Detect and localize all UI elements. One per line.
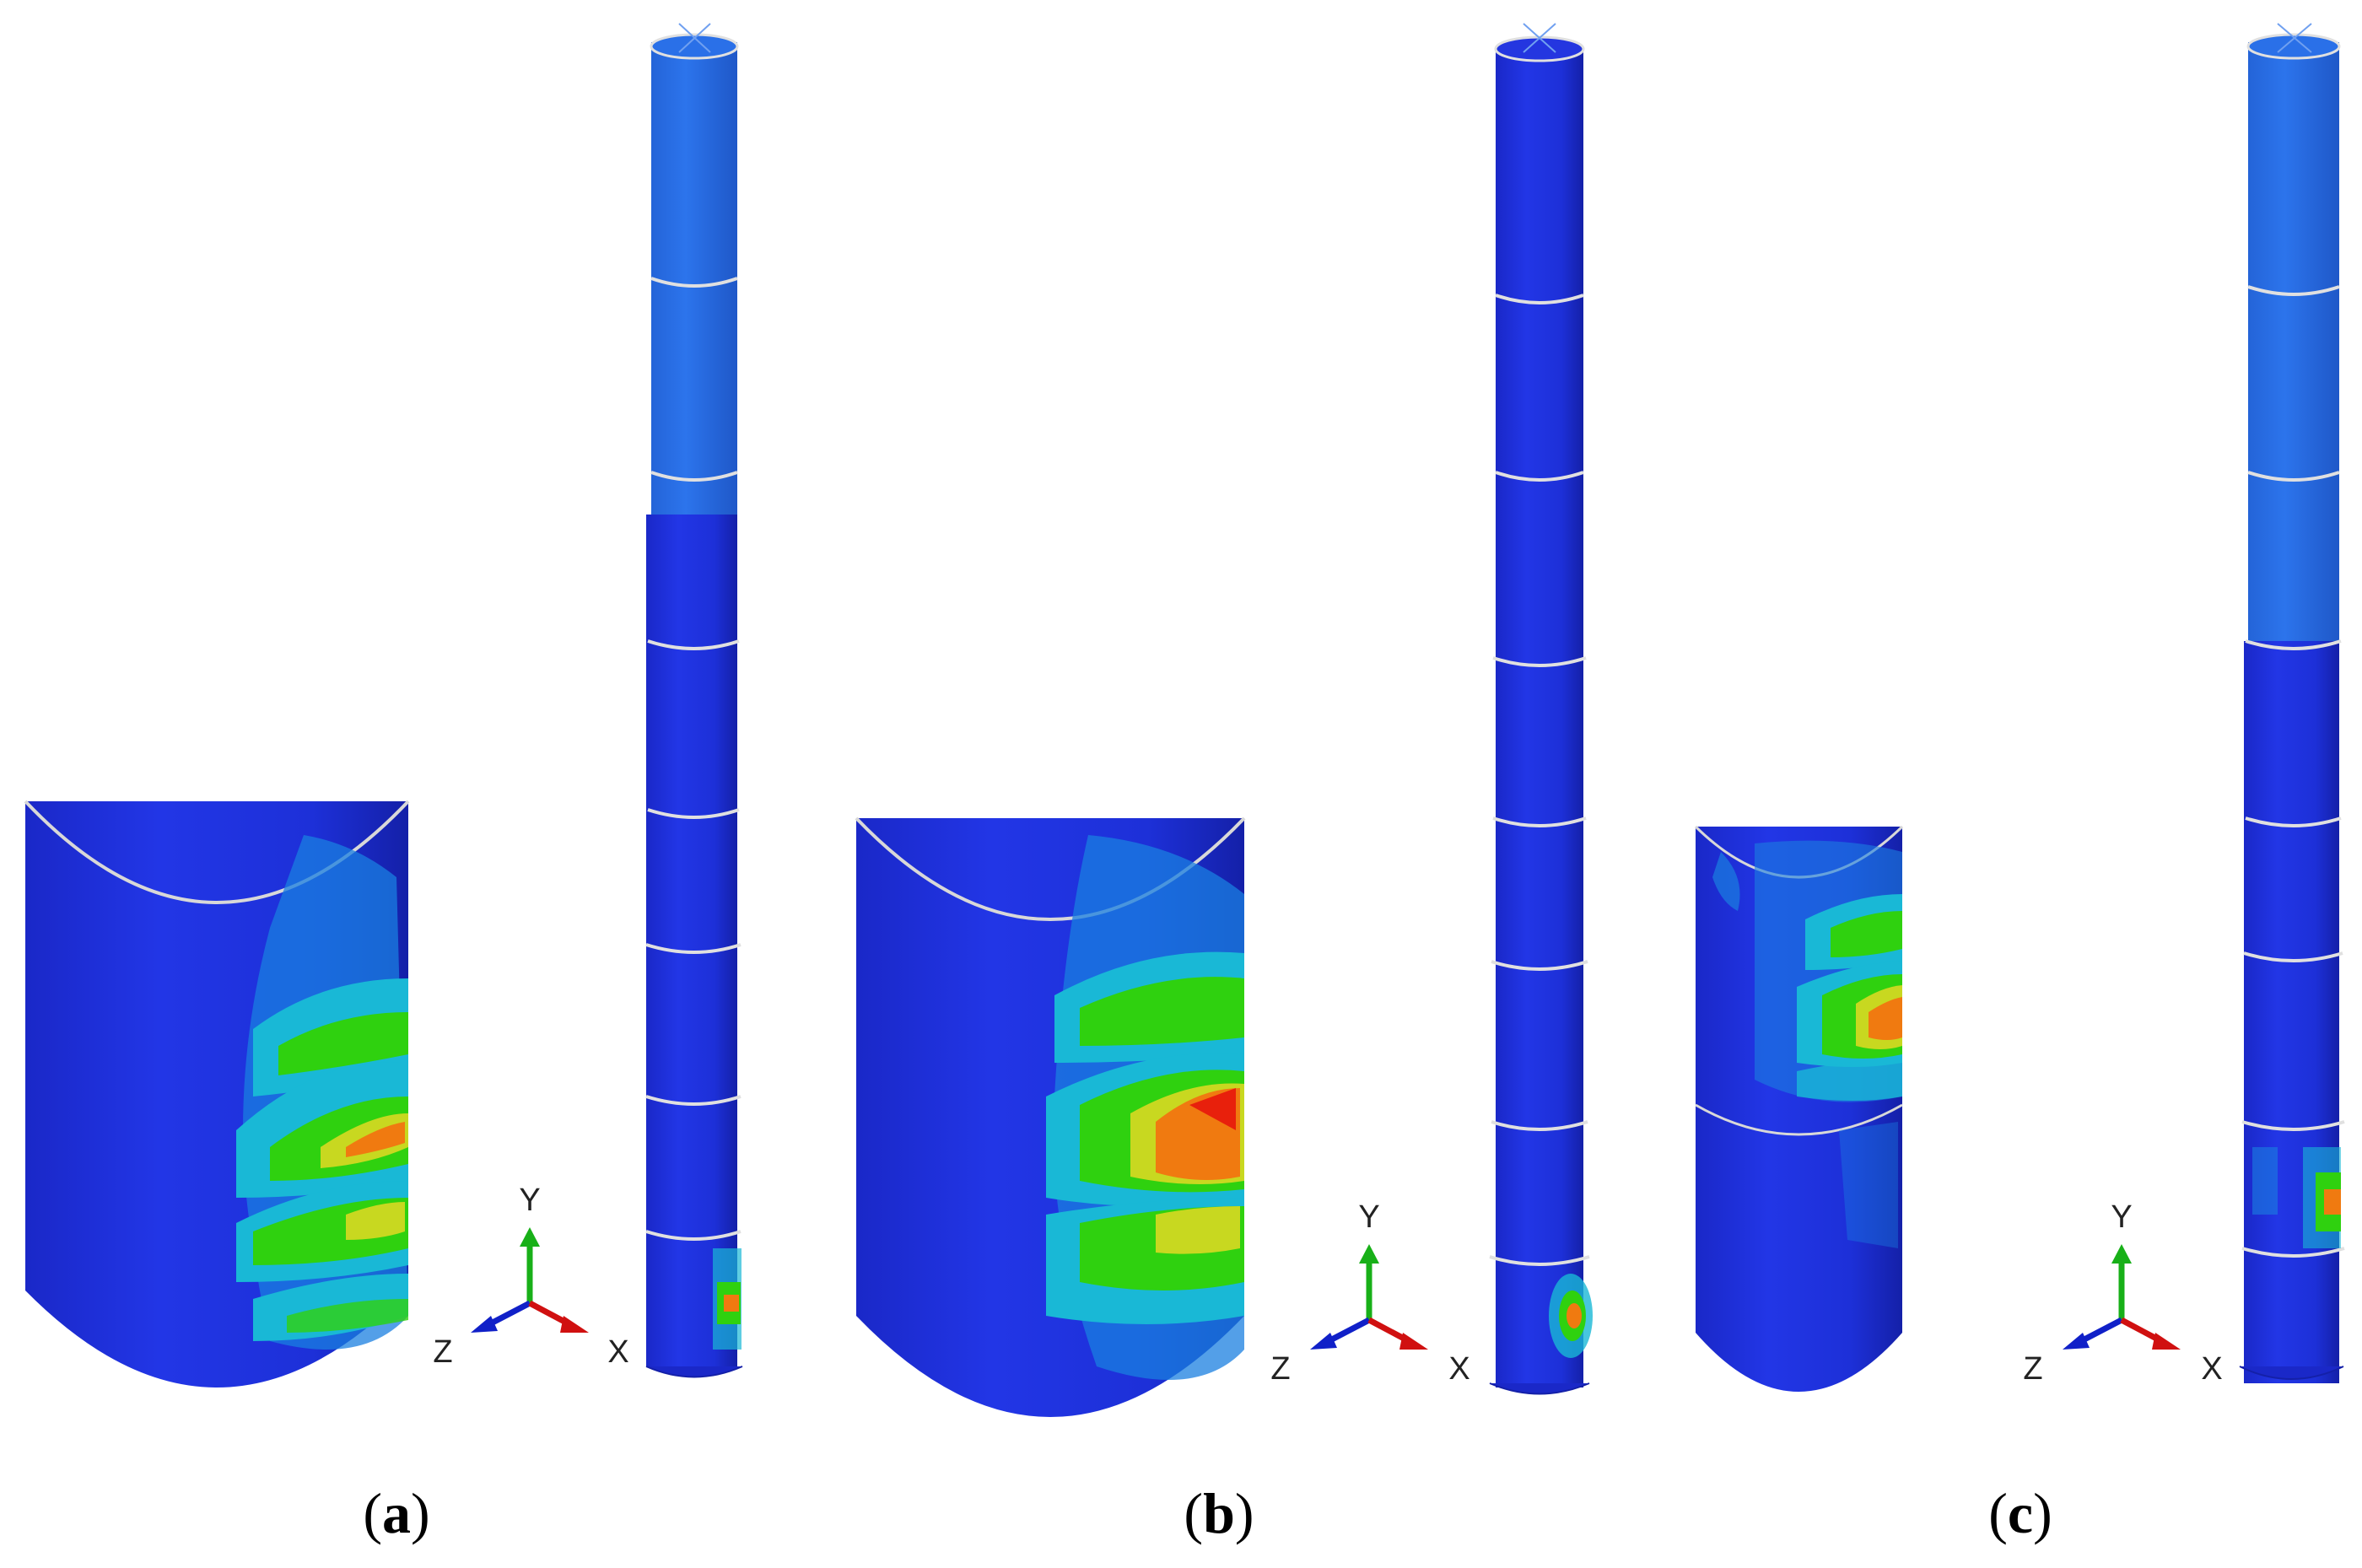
panel-a-segment-seams	[645, 277, 741, 1241]
panel-b: Y Z X	[855, 23, 1593, 1417]
panel-b-column-hotspot	[1549, 1274, 1593, 1358]
axis-y-label: Y	[2111, 1199, 2132, 1235]
axis-z-label: Z	[2023, 1351, 2042, 1387]
axis-y-arrow-icon	[2111, 1244, 2132, 1264]
axis-x-arrow-icon	[560, 1316, 589, 1333]
panel-b-axis-triad: Y Z X	[1270, 1199, 1470, 1387]
panel-a-column-hotspot	[713, 1248, 741, 1350]
panel-a-label: (a)	[363, 1481, 430, 1545]
axis-z-arrow-icon	[2063, 1333, 2090, 1350]
axis-x-arrow-icon	[2152, 1333, 2181, 1350]
panel-a-zoom-cylinder	[24, 800, 410, 1387]
panel-b-segment-seams	[1489, 294, 1590, 1266]
axis-x-label: X	[607, 1334, 628, 1370]
axis-z-label: Z	[433, 1334, 452, 1370]
axis-x-label: X	[2201, 1351, 2222, 1387]
axis-x-arrow-icon	[1399, 1333, 1428, 1350]
axis-y-arrow-icon	[1359, 1244, 1379, 1264]
panel-b-full-column	[1489, 23, 1593, 1395]
panel-c-column-hotspot	[2252, 1147, 2341, 1248]
axis-y-arrow-icon	[520, 1227, 540, 1247]
panel-c-contour-region	[1712, 840, 1902, 1248]
panel-b-label: (b)	[1184, 1481, 1254, 1545]
panel-a-axis-triad: Y Z X	[433, 1183, 628, 1370]
panel-a-full-column	[645, 23, 743, 1378]
axis-z-label: Z	[1270, 1351, 1290, 1387]
panel-c-zoom-cylinder	[1694, 825, 1904, 1392]
panel-b-contour-region	[1046, 835, 1244, 1380]
panel-b-zoom-cylinder	[855, 816, 1246, 1417]
panel-c-label: (c)	[1988, 1481, 2052, 1545]
panel-c-full-column	[2239, 23, 2345, 1383]
axis-x-label: X	[1448, 1351, 1470, 1387]
axis-z-arrow-icon	[1310, 1333, 1337, 1350]
axis-y-label: Y	[519, 1183, 540, 1218]
axis-z-arrow-icon	[471, 1316, 498, 1333]
panel-a-contour-region	[236, 835, 408, 1350]
panel-c-axis-triad: Y Z X	[2023, 1199, 2222, 1387]
axis-y-label: Y	[1358, 1199, 1379, 1235]
panel-c: Y Z X	[1694, 23, 2345, 1392]
panel-a: Y Z X	[24, 23, 743, 1387]
panel-c-segment-seams	[2241, 285, 2345, 1258]
